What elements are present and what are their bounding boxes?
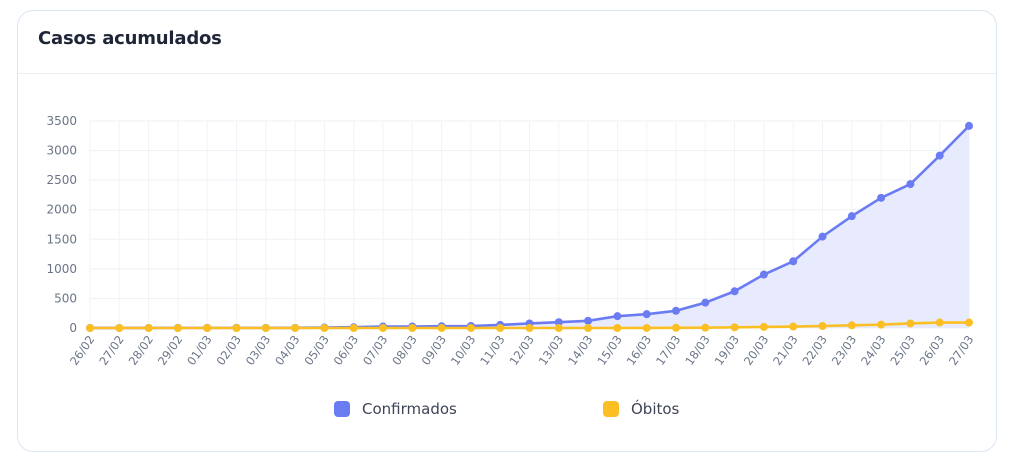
legend-label-confirmados: Confirmados bbox=[362, 400, 457, 418]
data-point-obitos bbox=[525, 324, 534, 332]
x-tick-label: 26/02 bbox=[67, 333, 97, 368]
data-point-obitos bbox=[408, 324, 417, 332]
x-tick-label: 16/03 bbox=[624, 333, 654, 368]
x-tick-label: 15/03 bbox=[594, 333, 624, 368]
data-point-obitos bbox=[642, 323, 651, 332]
legend-swatch-obitos bbox=[603, 401, 619, 417]
y-tick-label: 0 bbox=[69, 321, 77, 335]
x-tick-label: 06/03 bbox=[331, 333, 361, 368]
y-tick-label: 1500 bbox=[46, 232, 77, 246]
y-tick-label: 3000 bbox=[46, 144, 77, 158]
data-point-obitos bbox=[261, 324, 270, 332]
data-point-obitos bbox=[86, 324, 94, 332]
x-tick-label: 02/03 bbox=[213, 333, 243, 368]
data-point-obitos bbox=[789, 322, 798, 331]
data-point-obitos bbox=[701, 323, 710, 332]
data-point-obitos bbox=[554, 324, 563, 332]
data-point-obitos bbox=[672, 323, 680, 332]
data-point-confirmados bbox=[906, 180, 915, 189]
data-point-obitos bbox=[496, 324, 505, 332]
data-point-confirmados bbox=[584, 316, 593, 325]
y-tick-label: 500 bbox=[54, 291, 77, 305]
data-point-obitos bbox=[584, 324, 593, 332]
data-point-confirmados bbox=[759, 270, 768, 279]
x-tick-label: 19/03 bbox=[712, 333, 742, 368]
x-tick-label: 14/03 bbox=[565, 333, 595, 368]
data-point-obitos bbox=[291, 324, 300, 332]
x-tick-label: 10/03 bbox=[448, 333, 478, 368]
x-tick-label: 12/03 bbox=[506, 333, 536, 368]
x-tick-label: 29/02 bbox=[155, 333, 185, 368]
data-point-obitos bbox=[144, 324, 153, 332]
data-point-obitos bbox=[818, 321, 827, 330]
y-tick-label: 2500 bbox=[46, 173, 77, 187]
data-point-confirmados bbox=[701, 298, 710, 307]
x-tick-label: 17/03 bbox=[653, 333, 683, 368]
data-point-obitos bbox=[965, 318, 973, 327]
data-point-obitos bbox=[173, 324, 182, 332]
card-header: Casos acumulados bbox=[18, 11, 996, 74]
data-point-obitos bbox=[935, 318, 944, 327]
data-point-obitos bbox=[232, 324, 241, 332]
data-point-obitos bbox=[437, 324, 446, 332]
x-tick-label: 21/03 bbox=[770, 333, 800, 368]
data-point-confirmados bbox=[847, 212, 856, 221]
x-tick-label: 27/03 bbox=[946, 333, 976, 368]
data-point-obitos bbox=[379, 324, 387, 332]
legend-label-obitos: Óbitos bbox=[631, 400, 680, 418]
x-tick-label: 18/03 bbox=[682, 333, 712, 368]
y-tick-label: 3500 bbox=[46, 114, 77, 128]
x-tick-label: 05/03 bbox=[301, 333, 331, 368]
x-tick-label: 23/03 bbox=[829, 333, 859, 368]
data-point-confirmados bbox=[672, 306, 680, 315]
x-tick-label: 26/03 bbox=[917, 333, 947, 368]
y-tick-label: 2000 bbox=[46, 203, 77, 217]
data-point-obitos bbox=[349, 324, 358, 332]
data-point-confirmados bbox=[789, 257, 798, 266]
data-point-confirmados bbox=[818, 232, 827, 241]
data-point-confirmados bbox=[965, 121, 973, 130]
data-point-obitos bbox=[320, 324, 329, 332]
legend-item-confirmados[interactable]: Confirmados bbox=[334, 400, 457, 418]
x-tick-label: 28/02 bbox=[126, 333, 156, 368]
data-point-confirmados bbox=[554, 318, 563, 327]
data-point-confirmados bbox=[642, 310, 651, 319]
data-point-confirmados bbox=[935, 151, 944, 160]
data-point-obitos bbox=[203, 324, 212, 332]
x-tick-label: 03/03 bbox=[243, 333, 273, 368]
x-tick-label: 27/02 bbox=[96, 333, 126, 368]
x-tick-label: 04/03 bbox=[272, 333, 302, 368]
x-tick-label: 22/03 bbox=[799, 333, 829, 368]
y-tick-label: 1000 bbox=[46, 262, 77, 276]
legend-swatch-confirmados bbox=[334, 401, 350, 417]
x-tick-label: 07/03 bbox=[360, 333, 390, 368]
data-point-obitos bbox=[877, 320, 886, 329]
data-point-obitos bbox=[613, 324, 622, 332]
data-point-confirmados bbox=[613, 312, 622, 321]
card-title: Casos acumulados bbox=[38, 28, 222, 49]
series-area-confirmados bbox=[90, 125, 969, 328]
data-point-obitos bbox=[730, 323, 739, 332]
data-point-confirmados bbox=[877, 193, 886, 202]
data-point-obitos bbox=[115, 324, 124, 332]
legend-item-obitos[interactable]: Óbitos bbox=[603, 400, 679, 418]
x-tick-label: 24/03 bbox=[858, 333, 888, 368]
x-tick-label: 25/03 bbox=[887, 333, 917, 368]
data-point-obitos bbox=[906, 319, 915, 328]
x-tick-label: 13/03 bbox=[536, 333, 566, 368]
x-tick-label: 11/03 bbox=[477, 333, 507, 368]
x-tick-label: 20/03 bbox=[741, 333, 771, 368]
x-tick-label: 08/03 bbox=[389, 333, 419, 368]
x-tick-label: 01/03 bbox=[184, 333, 214, 368]
data-point-obitos bbox=[466, 324, 475, 332]
data-point-obitos bbox=[847, 321, 856, 330]
data-point-confirmados bbox=[730, 287, 739, 296]
data-point-obitos bbox=[759, 322, 768, 331]
x-tick-label: 09/03 bbox=[419, 333, 449, 368]
